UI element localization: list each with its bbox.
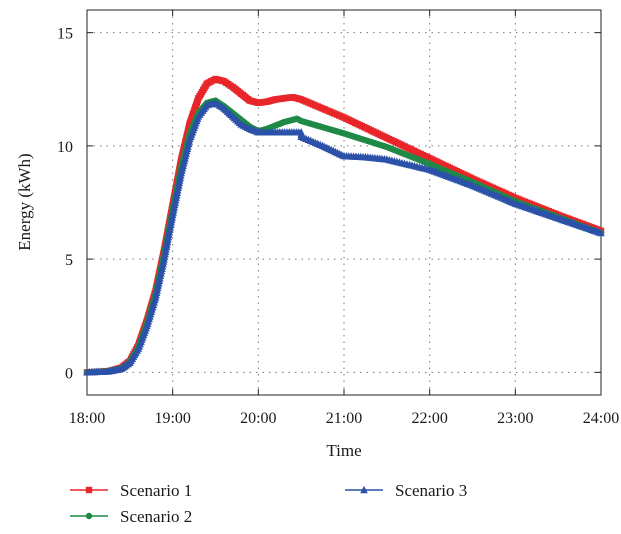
scenario-3-marker: [597, 228, 605, 237]
x-tick-label: 24:00: [583, 410, 619, 427]
x-axis-label: Time: [326, 441, 361, 460]
legend-scenario-3-marker: [360, 485, 368, 494]
legend-scenario-1-marker: [85, 486, 93, 494]
y-tick-label: 0: [65, 365, 73, 382]
axis-ticks: 18:00 19:00 20:00 21:00 22:00 23:00 24:00 0 5 10 1…: [57, 10, 619, 427]
legend-scenario-2-marker: [85, 512, 93, 520]
scenario-2-series: [83, 97, 605, 376]
x-tick-label: 21:00: [326, 410, 362, 427]
x-tick-label: 23:00: [497, 410, 533, 427]
legend-scenario-3-label: Scenario 3: [395, 481, 467, 500]
y-tick-label: 15: [57, 26, 73, 43]
scenario-3-series: [83, 98, 605, 376]
legend: Scenario 1 Scenario 2 Scenario 3: [70, 481, 467, 526]
x-tick-label: 19:00: [154, 410, 190, 427]
x-tick-label: 18:00: [69, 410, 105, 427]
y-tick-label: 5: [65, 252, 73, 269]
legend-scenario-2-label: Scenario 2: [120, 507, 192, 526]
y-tick-label: 10: [57, 139, 73, 156]
legend-scenario-1-label: Scenario 1: [120, 481, 192, 500]
x-tick-label: 20:00: [240, 410, 276, 427]
x-tick-label: 22:00: [411, 410, 447, 427]
y-axis-label: Energy (kWh): [15, 153, 34, 250]
series-lines: [83, 75, 605, 376]
grid-lines: [87, 10, 601, 395]
